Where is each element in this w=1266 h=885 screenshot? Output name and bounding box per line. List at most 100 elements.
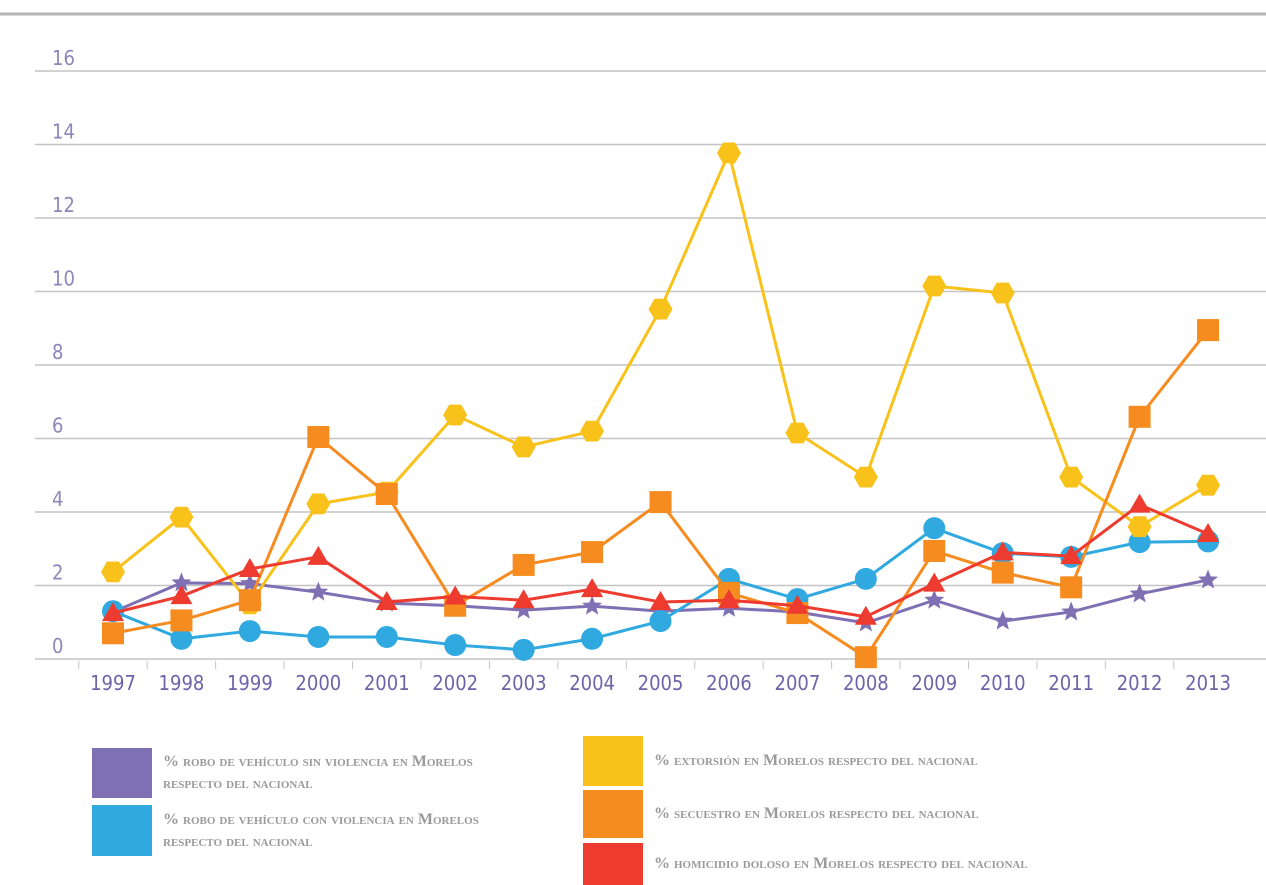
legend-item: % robo de vehículo con violencia en More… bbox=[92, 805, 533, 856]
marker bbox=[513, 599, 534, 619]
marker bbox=[1196, 474, 1221, 496]
x-tick-label: 2013 bbox=[1185, 671, 1231, 695]
marker bbox=[238, 589, 261, 612]
x-tick-label: 2011 bbox=[1048, 671, 1094, 695]
marker bbox=[306, 493, 331, 515]
y-tick-label: 10 bbox=[52, 267, 75, 291]
marker bbox=[785, 422, 810, 444]
chart: 0 2 4 6 8 10 12 14 16 1997 1998 1999 2000 2001 2002 200… bbox=[0, 12, 1266, 695]
marker bbox=[580, 420, 605, 442]
marker bbox=[512, 553, 535, 576]
marker bbox=[1128, 493, 1151, 513]
marker bbox=[1059, 466, 1084, 488]
y-tick-label: 16 bbox=[52, 46, 75, 70]
marker bbox=[307, 545, 330, 565]
x-tick-label: 2012 bbox=[1117, 671, 1163, 695]
y-tick-label: 4 bbox=[52, 487, 63, 511]
marker bbox=[102, 622, 124, 645]
marker bbox=[375, 625, 398, 648]
marker bbox=[923, 572, 946, 592]
marker bbox=[170, 627, 193, 650]
legend-item: % secuestro en Morelos respecto del naci… bbox=[583, 790, 1214, 838]
marker bbox=[992, 610, 1013, 630]
marker bbox=[1127, 516, 1152, 538]
legend-item: % homicidio doloso en Morelos respecto d… bbox=[583, 843, 1214, 885]
marker bbox=[581, 541, 604, 564]
marker bbox=[1129, 583, 1150, 603]
y-tick-label: 2 bbox=[52, 561, 63, 585]
marker bbox=[717, 589, 740, 609]
x-tick-label: 2001 bbox=[364, 671, 410, 695]
x-tick-label: 1997 bbox=[90, 671, 136, 695]
legend-label: % extorsión en Morelos respecto del naci… bbox=[654, 752, 978, 769]
legend-swatch bbox=[583, 736, 643, 786]
marker bbox=[1060, 576, 1083, 599]
marker bbox=[1060, 545, 1083, 565]
marker bbox=[239, 573, 260, 593]
marker bbox=[854, 605, 877, 625]
marker bbox=[923, 539, 946, 562]
marker bbox=[1061, 601, 1082, 621]
marker bbox=[1197, 523, 1220, 543]
marker bbox=[649, 610, 672, 633]
x-tick-label: 1999 bbox=[227, 671, 273, 695]
y-tick-label: 12 bbox=[52, 193, 75, 217]
x-tick-label: 1998 bbox=[159, 671, 205, 695]
marker bbox=[786, 594, 809, 614]
marker bbox=[101, 561, 125, 583]
marker bbox=[444, 634, 467, 657]
marker bbox=[170, 609, 193, 632]
x-tick-label: 2000 bbox=[295, 671, 341, 695]
x-tick-label: 2002 bbox=[432, 671, 478, 695]
y-tick-label: 6 bbox=[52, 414, 63, 438]
marker bbox=[238, 620, 261, 643]
marker bbox=[308, 581, 329, 601]
marker bbox=[1128, 405, 1151, 428]
x-tick-label: 2007 bbox=[775, 671, 821, 695]
legend-swatch bbox=[92, 805, 152, 856]
marker bbox=[582, 595, 603, 615]
marker bbox=[238, 557, 261, 577]
marker bbox=[991, 541, 1014, 561]
marker bbox=[171, 572, 192, 592]
y-tick-label: 8 bbox=[52, 340, 63, 364]
marker bbox=[923, 517, 946, 540]
marker bbox=[854, 646, 877, 669]
marker bbox=[924, 589, 945, 609]
y-tick-label: 0 bbox=[52, 634, 63, 658]
x-tick-label: 2010 bbox=[980, 671, 1026, 695]
marker bbox=[512, 589, 535, 609]
legend-label: % homicidio doloso en Morelos respecto d… bbox=[654, 855, 1028, 872]
legend-swatch bbox=[583, 790, 643, 838]
legend-item: % robo de vehículo sin violencia en More… bbox=[92, 748, 533, 798]
marker bbox=[102, 602, 124, 622]
x-tick-label: 2003 bbox=[501, 671, 547, 695]
marker bbox=[649, 591, 672, 611]
marker bbox=[169, 506, 194, 528]
marker bbox=[170, 585, 193, 605]
marker bbox=[716, 142, 741, 164]
x-tick-label: 2008 bbox=[843, 671, 889, 695]
marker bbox=[511, 436, 536, 458]
legend-label: % secuestro en Morelos respecto del naci… bbox=[654, 805, 979, 822]
marker bbox=[648, 298, 673, 320]
legend-swatch bbox=[92, 748, 152, 798]
x-tick-label: 2004 bbox=[569, 671, 615, 695]
y-tick-label: 14 bbox=[52, 120, 75, 144]
marker bbox=[307, 625, 330, 648]
legend-swatch bbox=[583, 843, 643, 885]
marker bbox=[512, 638, 535, 661]
marker bbox=[1197, 319, 1220, 342]
marker bbox=[443, 404, 468, 426]
x-tick-label: 2006 bbox=[706, 671, 752, 695]
marker bbox=[991, 561, 1014, 584]
marker bbox=[853, 466, 878, 488]
legend-label: % robo de vehículo con violencia en More… bbox=[163, 810, 479, 850]
marker bbox=[444, 585, 467, 605]
marker bbox=[1198, 569, 1219, 589]
marker bbox=[581, 578, 604, 598]
marker bbox=[581, 627, 604, 650]
marker bbox=[854, 567, 877, 590]
x-tick-label: 2009 bbox=[911, 671, 957, 695]
